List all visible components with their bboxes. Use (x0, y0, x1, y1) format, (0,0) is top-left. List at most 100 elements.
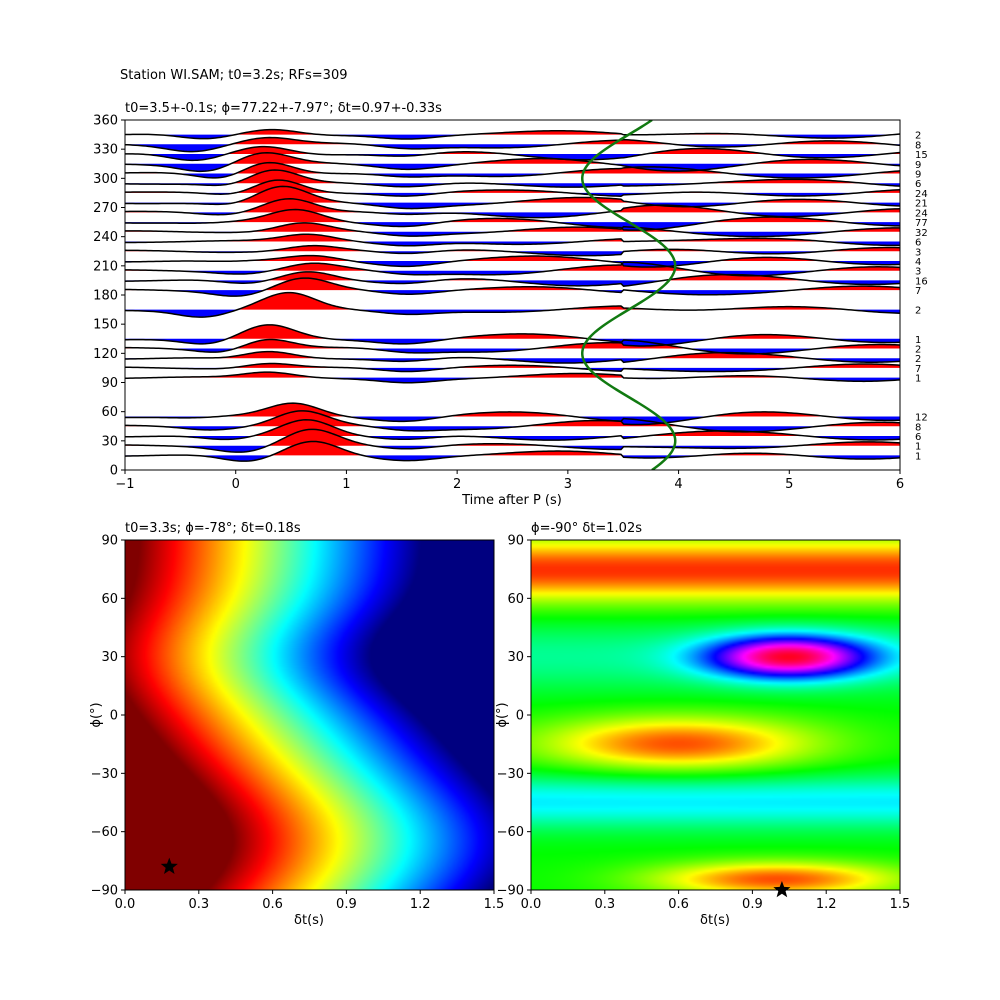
best-fit-star-icon (773, 881, 791, 898)
rf-x-tick-label: 0 (232, 477, 240, 492)
trace-count-label: 21 (915, 199, 928, 210)
trace-negative-fill (125, 416, 900, 425)
x-tick-label: 0.6 (668, 897, 689, 912)
trace-line (125, 136, 900, 153)
x-tick-label: 0.0 (521, 897, 542, 912)
trace-line (125, 338, 900, 355)
trace-negative-fill (125, 338, 900, 346)
trace-negative-fill (125, 231, 900, 237)
trace-negative-fill (125, 163, 900, 172)
trace-count-label: 16 (915, 276, 928, 287)
trace-line (125, 254, 900, 268)
energy-map-left: t0=3.3s; ϕ=-78°; δt=0.18s 0.0 0.3 0.6 0.9 1.… (89, 521, 504, 928)
trace-positive-fill (125, 278, 900, 291)
trace-line (125, 428, 900, 453)
trace-negative-fill (125, 202, 900, 209)
left-y-label: ϕ(°) (89, 702, 104, 727)
x-tick-label: 1.5 (890, 897, 911, 912)
y-tick-label: 0 (516, 709, 524, 724)
rf-y-tick-label: 300 (93, 172, 118, 187)
trace-positive-fill (125, 162, 900, 174)
right-x-ticks: 0.0 0.3 0.6 0.9 1.2 1.5 (521, 890, 911, 912)
right-best-star-group (773, 881, 791, 898)
y-tick-label: 30 (101, 650, 118, 665)
rf-y-tick-label: 270 (93, 201, 118, 216)
trace-count-label: 1 (915, 451, 921, 462)
rf-x-tick-label: −1 (115, 477, 134, 492)
trace-line (125, 277, 900, 297)
trace-count-label: 15 (915, 150, 928, 161)
trace-line (125, 179, 900, 197)
trace-count-label: 24 (915, 208, 928, 219)
rf-y-tick-label: 210 (93, 259, 118, 274)
trace-count-label: 4 (915, 257, 921, 268)
trace-count-label: 2 (915, 306, 921, 317)
rf-y-tick-label: 30 (101, 434, 118, 449)
trace-count-label: 9 (915, 160, 921, 171)
trace-count-label: 9 (915, 169, 921, 180)
rf-y-tick-label: 90 (101, 376, 118, 391)
trace-count-label: 6 (915, 432, 921, 443)
x-tick-label: 0.9 (742, 897, 763, 912)
right-heatmap-image (531, 540, 900, 890)
trace-negative-fill (125, 212, 900, 218)
rf-x-tick-label: 5 (785, 477, 793, 492)
trace-count-label: 2 (915, 354, 921, 365)
trace-positive-fill (125, 152, 900, 164)
trace-line (125, 161, 900, 179)
rf-x-label: Time after P (s) (461, 493, 562, 508)
right-panel-title: ϕ=-90° δt=1.02s (531, 521, 642, 536)
trace-count-label: 32 (915, 228, 928, 239)
trace-line (125, 208, 900, 231)
trace-count-label: 2 (915, 131, 921, 142)
trace-line (125, 128, 900, 140)
x-tick-label: 0.9 (336, 897, 357, 912)
trace-negative-fill (125, 222, 900, 231)
rf-y-tick-label: 0 (110, 464, 118, 479)
trace-count-label: 7 (915, 286, 921, 297)
best-fit-star-icon (160, 857, 178, 874)
left-panel-title: t0=3.3s; ϕ=-78°; δt=0.18s (125, 521, 301, 536)
trace-line (125, 145, 900, 162)
trace-positive-fill (125, 129, 900, 135)
trace-count-label: 8 (915, 140, 921, 151)
trace-line (125, 419, 900, 441)
rf-x-tick-label: 2 (453, 477, 461, 492)
trace-line (125, 350, 900, 364)
trace-negative-fill (125, 455, 900, 462)
trace-negative-fill (125, 260, 900, 268)
trace-line (125, 233, 900, 247)
rf-y-tick-label: 330 (93, 143, 118, 158)
left-best-star-group (160, 857, 178, 874)
trace-line (125, 271, 900, 287)
trace-positive-fill (125, 324, 900, 339)
x-tick-label: 1.2 (816, 897, 837, 912)
y-tick-label: −30 (497, 767, 524, 782)
x-tick-label: 0.0 (115, 897, 136, 912)
y-tick-label: 90 (101, 534, 118, 549)
trace-count-label: 8 (915, 422, 921, 433)
trace-count-label: 2 (915, 344, 921, 355)
rf-x-tick-label: 6 (896, 477, 904, 492)
x-tick-label: 0.6 (262, 897, 283, 912)
trace-count-label: 1 (915, 335, 921, 346)
rf-y-tick-label: 360 (93, 114, 118, 129)
rf-panel-title: t0=3.5+-0.1s; ϕ=77.22+-7.97°; δt=0.97+-0… (125, 101, 442, 116)
trace-negative-fill (125, 348, 900, 354)
rf-x-tick-label: 3 (564, 477, 572, 492)
y-tick-label: −90 (497, 884, 524, 899)
trace-positive-fill (125, 146, 900, 155)
trace-negative-fill (125, 426, 900, 432)
trace-negative-fill (125, 183, 900, 188)
y-tick-label: −60 (91, 825, 118, 840)
trace-line (125, 371, 900, 384)
trace-line (125, 152, 900, 173)
right-y-ticks: −90 −60 −30 0 30 60 90 (497, 534, 531, 899)
trace-negative-fill (125, 367, 900, 372)
trace-negative-fill (125, 377, 900, 383)
rf-y-tick-label: 120 (93, 347, 118, 362)
trace-count-label: 6 (915, 179, 921, 190)
trace-count-label: 1 (915, 442, 921, 453)
trace-negative-fill (125, 270, 900, 276)
